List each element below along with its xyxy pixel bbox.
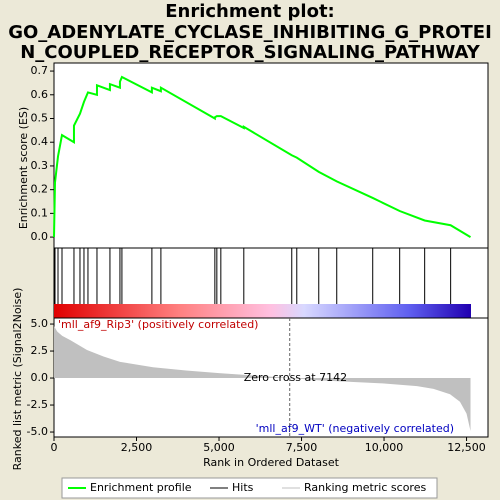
y-tick-label: 0.4 <box>31 135 49 148</box>
zero-cross-label: Zero cross at 7142 <box>244 371 347 384</box>
y-tick-label: 0.5 <box>31 112 49 125</box>
legend-label: Ranking metric scores <box>304 481 426 494</box>
y-tick-label: -5.0 <box>27 425 48 438</box>
y-tick-label: -2.5 <box>27 398 48 411</box>
y-tick-label: 5.0 <box>31 317 49 330</box>
pos-label: 'mll_af9_Rip3' (positively correlated) <box>58 318 258 331</box>
x-tick-label: 7,500 <box>286 441 318 454</box>
x-tick-label: 10,000 <box>365 441 404 454</box>
y-tick-label: 0.2 <box>31 183 49 196</box>
x-tick-label: 0 <box>51 441 58 454</box>
legend-box <box>61 477 438 499</box>
y-tick-label: 0.0 <box>31 371 49 384</box>
chart-title: GO_ADENYLATE_CYCLASE_INHIBITING_G_PROTEI <box>8 22 492 43</box>
x-tick-label: 2,500 <box>121 441 153 454</box>
x-axis-label: Rank in Ordered Dataset <box>203 456 340 469</box>
y-axis-label: Enrichment score (ES) <box>17 107 30 229</box>
y-tick-label: 0.1 <box>31 206 49 219</box>
y-tick-label: 0.7 <box>31 64 49 77</box>
metric-area <box>54 326 471 431</box>
y-tick-label: 0.6 <box>31 88 49 101</box>
chart-title: N_COUPLED_RECEPTOR_SIGNALING_PATHWAY <box>20 42 480 63</box>
color-bar <box>54 304 471 318</box>
y-tick-label: 0.0 <box>31 230 49 243</box>
y-tick-label: 0.3 <box>31 159 49 172</box>
legend-label: Enrichment profile <box>90 481 192 494</box>
legend-label: Hits <box>232 481 254 494</box>
x-tick-label: 12,500 <box>447 441 486 454</box>
x-tick-label: 5,000 <box>203 441 235 454</box>
y-axis-label: Ranked list metric (Signal2Noise) <box>11 288 24 471</box>
chart-title: Enrichment plot: <box>165 1 335 22</box>
y-tick-label: 2.5 <box>31 344 49 357</box>
enrichment-profile <box>53 75 472 238</box>
neg-label: 'mll_af9_WT' (negatively correlated) <box>256 422 454 435</box>
